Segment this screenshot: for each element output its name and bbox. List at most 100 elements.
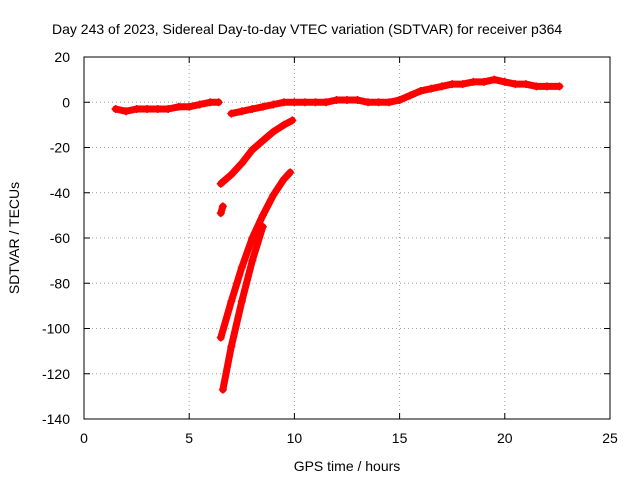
data-point	[258, 102, 267, 111]
data-point	[216, 179, 225, 188]
data-point	[448, 80, 457, 89]
data-point	[288, 116, 297, 125]
data-point	[555, 82, 564, 91]
data-point	[279, 120, 288, 129]
data-point	[248, 145, 257, 154]
x-tick-label: 10	[287, 430, 303, 446]
series-arc-upper	[216, 116, 297, 188]
data-point	[216, 209, 225, 218]
data-point	[437, 82, 446, 91]
y-tick-label: -60	[50, 230, 70, 246]
data-point	[406, 91, 415, 100]
data-point	[332, 95, 341, 104]
y-tick-label: -100	[42, 321, 70, 337]
data-point	[227, 297, 236, 306]
x-tick-label: 25	[602, 430, 618, 446]
y-axis-ticks: 20 0 -20 -40 -60 -80 -100 -120 -140	[42, 49, 610, 427]
data-point	[279, 175, 288, 184]
data-point	[286, 168, 295, 177]
data-point	[469, 77, 478, 86]
data-point	[237, 159, 246, 168]
data-point	[122, 107, 131, 116]
data-point	[248, 105, 257, 114]
data-point	[227, 109, 236, 118]
data-point	[237, 297, 246, 306]
data-point	[269, 191, 278, 200]
data-point	[374, 98, 383, 107]
series-arc-lower-1	[216, 168, 295, 342]
data-point	[269, 100, 278, 109]
data-point	[269, 127, 278, 136]
data-point	[385, 98, 394, 107]
data-point	[174, 102, 183, 111]
data-point	[248, 234, 257, 242]
data-point	[237, 263, 246, 272]
data-point	[364, 98, 373, 107]
data-point	[248, 256, 257, 265]
data-point	[353, 95, 362, 104]
data-point	[237, 107, 246, 116]
data-point	[153, 105, 162, 114]
data-point	[416, 86, 425, 95]
data-point	[227, 170, 236, 179]
data-point	[279, 98, 288, 107]
data-point	[542, 82, 551, 91]
y-tick-label: 20	[54, 49, 70, 65]
x-tick-label: 5	[185, 430, 193, 446]
data-point	[216, 333, 225, 342]
y-axis-label: SDTVAR / TECUs	[6, 182, 22, 294]
series-line	[217, 168, 294, 342]
data-point	[311, 98, 320, 107]
data-point	[214, 98, 223, 107]
data-series	[111, 75, 564, 394]
y-tick-label: -120	[42, 366, 70, 382]
data-point	[218, 385, 227, 394]
data-point	[143, 105, 152, 114]
y-tick-label: 0	[62, 94, 70, 110]
series-line	[112, 98, 223, 115]
data-point	[218, 202, 227, 211]
series-baseline-late	[395, 75, 564, 104]
series-line	[396, 76, 563, 104]
y-tick-label: -80	[50, 275, 70, 291]
data-point	[258, 222, 267, 231]
data-point	[532, 82, 541, 91]
series-line	[217, 116, 296, 188]
x-axis-label: GPS time / hours	[294, 458, 401, 474]
data-point	[185, 102, 194, 111]
data-point	[395, 95, 404, 104]
series-baseline-early	[111, 98, 223, 116]
x-tick-label: 15	[392, 430, 408, 446]
data-point	[300, 98, 309, 107]
series-arc-lower-2	[218, 222, 267, 394]
data-point	[195, 100, 204, 109]
data-point	[427, 84, 436, 93]
data-point	[290, 98, 299, 107]
data-point	[343, 95, 351, 104]
data-point	[227, 342, 236, 351]
chart-title: Day 243 of 2023, Sidereal Day-to-day VTE…	[52, 21, 562, 37]
data-point	[490, 75, 499, 84]
data-point	[479, 77, 488, 86]
series-baseline-mid	[227, 95, 404, 118]
data-point	[258, 211, 267, 220]
data-point	[164, 105, 173, 114]
x-tick-label: 20	[497, 430, 513, 446]
data-point	[132, 105, 141, 114]
grid-lines	[84, 57, 610, 419]
y-tick-label: -140	[42, 411, 70, 427]
x-axis-ticks: 0 5 10 15 20 25	[80, 57, 618, 446]
data-point	[258, 136, 267, 145]
series-fragment	[216, 202, 227, 218]
data-point	[500, 77, 509, 86]
y-tick-label: -40	[50, 185, 70, 201]
data-point	[321, 98, 330, 107]
data-point	[206, 98, 215, 107]
data-point	[458, 80, 467, 89]
data-point	[111, 105, 120, 114]
x-tick-label: 0	[80, 430, 88, 446]
data-point	[511, 80, 520, 89]
data-point	[521, 80, 530, 89]
y-tick-label: -20	[50, 140, 70, 156]
